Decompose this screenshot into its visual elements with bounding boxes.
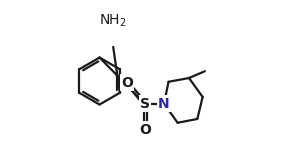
Text: O: O xyxy=(139,123,151,137)
Text: NH$_2$: NH$_2$ xyxy=(99,13,127,29)
Text: O: O xyxy=(121,76,133,90)
Text: S: S xyxy=(140,97,150,111)
Text: N: N xyxy=(158,97,170,111)
